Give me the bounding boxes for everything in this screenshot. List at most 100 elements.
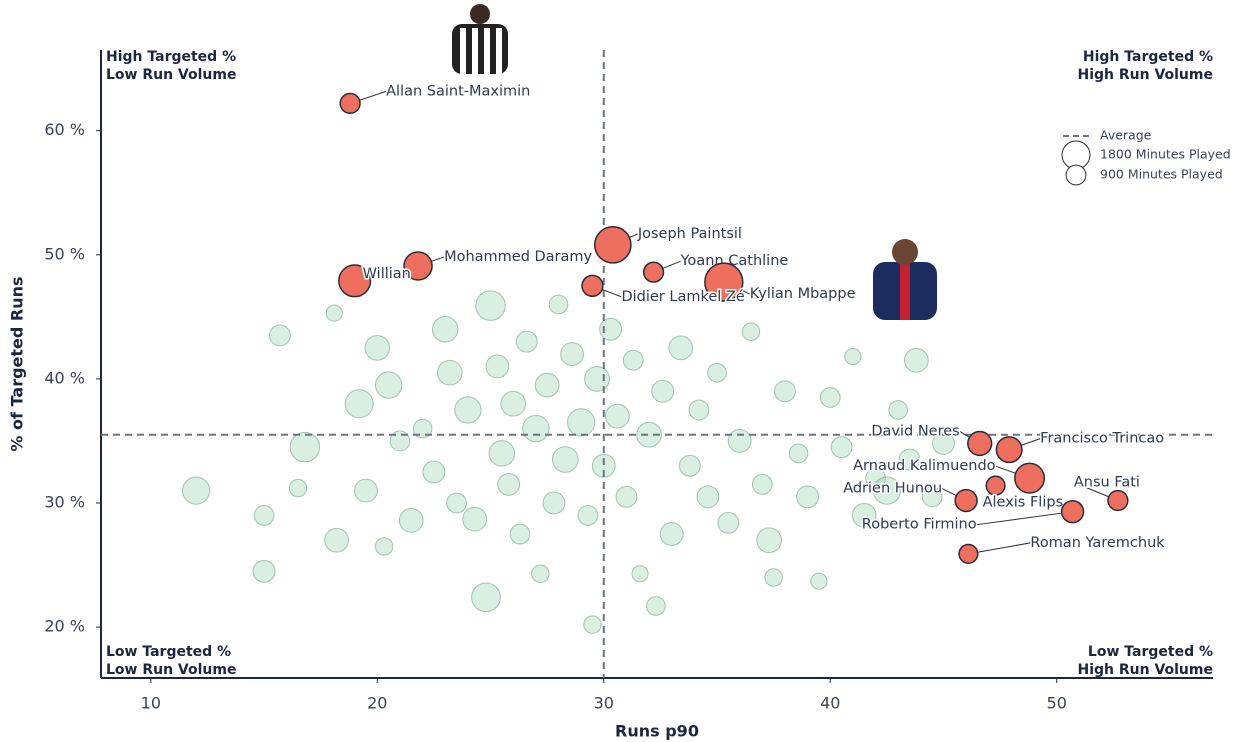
player-bubble [651,379,675,403]
player-bubble [324,527,349,553]
player-bubble [865,467,886,489]
legend-size [1065,164,1087,186]
player-photo [452,4,508,74]
player-bubble [354,478,378,503]
player-bubble [500,390,527,417]
player-bubble [567,408,596,437]
player-label: Roberto Firmino [862,517,977,533]
player-label: Alexis Flips [983,495,1064,511]
player-bubble [253,505,275,526]
x-tick-label: 30 [594,694,614,713]
player-bubble [268,324,291,347]
highlighted-bubble [985,475,1006,496]
quadrant-label: Low Run Volume [106,67,236,83]
player-label: Arnaud Kalimuendo [853,458,996,474]
player-bubble [591,453,616,478]
highlighted-bubble [954,488,978,513]
player-bubble [844,347,862,366]
y-tick-label: 30 % [44,493,85,512]
x-tick-label: 20 [367,694,387,713]
player-label: David Neres [871,423,959,439]
player-label: Yoann Cathline [680,253,789,269]
player-label: Roman Yaremchuk [1030,535,1165,551]
player-label: Francisco Trincao [1040,431,1164,447]
legend-label: 900 Minutes Played [1100,167,1223,182]
player-bubble [515,330,538,353]
player-bubble [374,371,403,399]
player-bubble [810,572,828,590]
player-bubble [471,582,501,613]
player-bubble [636,421,662,448]
player-bubble [851,503,877,528]
player-bubble [454,396,482,424]
player-bubble [756,527,782,554]
player-bubble [374,537,394,556]
player-bubble [717,511,740,534]
player-bubble [727,429,752,453]
quadrant-label: High Targeted % [1083,49,1213,65]
player-bubble [446,492,467,514]
legend-label: Average [1100,128,1152,143]
player-bubble [668,335,694,361]
player-bubble [604,403,630,429]
player-bubble [888,400,909,420]
player-bubble [872,476,901,505]
player-bubble [903,347,929,373]
player-photo [873,239,937,320]
highlighted-bubble [338,264,372,298]
player-bubble [344,389,374,419]
player-bubble [615,485,638,508]
player-bubble [289,431,321,463]
highlighted-bubble [581,274,604,297]
highlighted-bubble [1107,489,1129,512]
player-bubble [707,362,727,383]
x-tick-label: 40 [820,694,840,713]
player-bubble [921,486,943,508]
player-label: Adrien Hunou [843,481,942,497]
player-bubble [659,522,684,546]
player-bubble [678,454,701,477]
player-bubble [325,304,343,322]
player-bubble [631,565,649,583]
player-bubble [646,596,666,616]
player-bubble [364,335,391,361]
player-bubble [583,615,602,634]
player-bubble [819,387,841,408]
quadrant-label: High Targeted % [106,49,236,65]
y-tick-label: 40 % [44,368,85,387]
player-bubble [488,440,516,467]
quadrant-label: Low Run Volume [106,662,236,678]
highlighted-bubble [1014,462,1046,494]
player-bubble [560,342,585,367]
x-tick-label: 50 [1047,694,1067,713]
player-bubble [497,472,521,496]
player-bubble [389,430,411,452]
quadrant-label: High Run Volume [1077,662,1213,678]
player-bubble [599,317,623,341]
quadrant-label: Low Targeted % [1088,644,1213,660]
y-tick-label: 50 % [44,244,85,263]
player-bubble [751,473,773,495]
player-label: Kylian Mbappe [750,286,856,302]
player-bubble [522,414,550,443]
highlighted-bubble [642,261,665,283]
player-bubble [774,380,796,403]
y-tick-label: 60 % [44,120,85,139]
player-bubble [830,436,853,459]
player-bubble [898,448,921,471]
player-bubble [542,491,566,515]
player-bubble [485,354,510,379]
y-tick-label: 20 % [44,617,85,636]
highlighted-bubble [594,226,632,264]
highlighted-bubble [1060,499,1085,524]
player-label: Joseph Paintsil [637,226,742,242]
player-bubble [412,418,433,439]
x-tick-label: 10 [141,694,161,713]
quadrant-label: High Run Volume [1077,67,1213,83]
player-bubble [422,460,446,484]
x-axis-title: Runs p90 [615,722,699,741]
player-bubble [551,446,579,473]
player-bubble [696,485,720,509]
player-bubble [788,443,809,464]
